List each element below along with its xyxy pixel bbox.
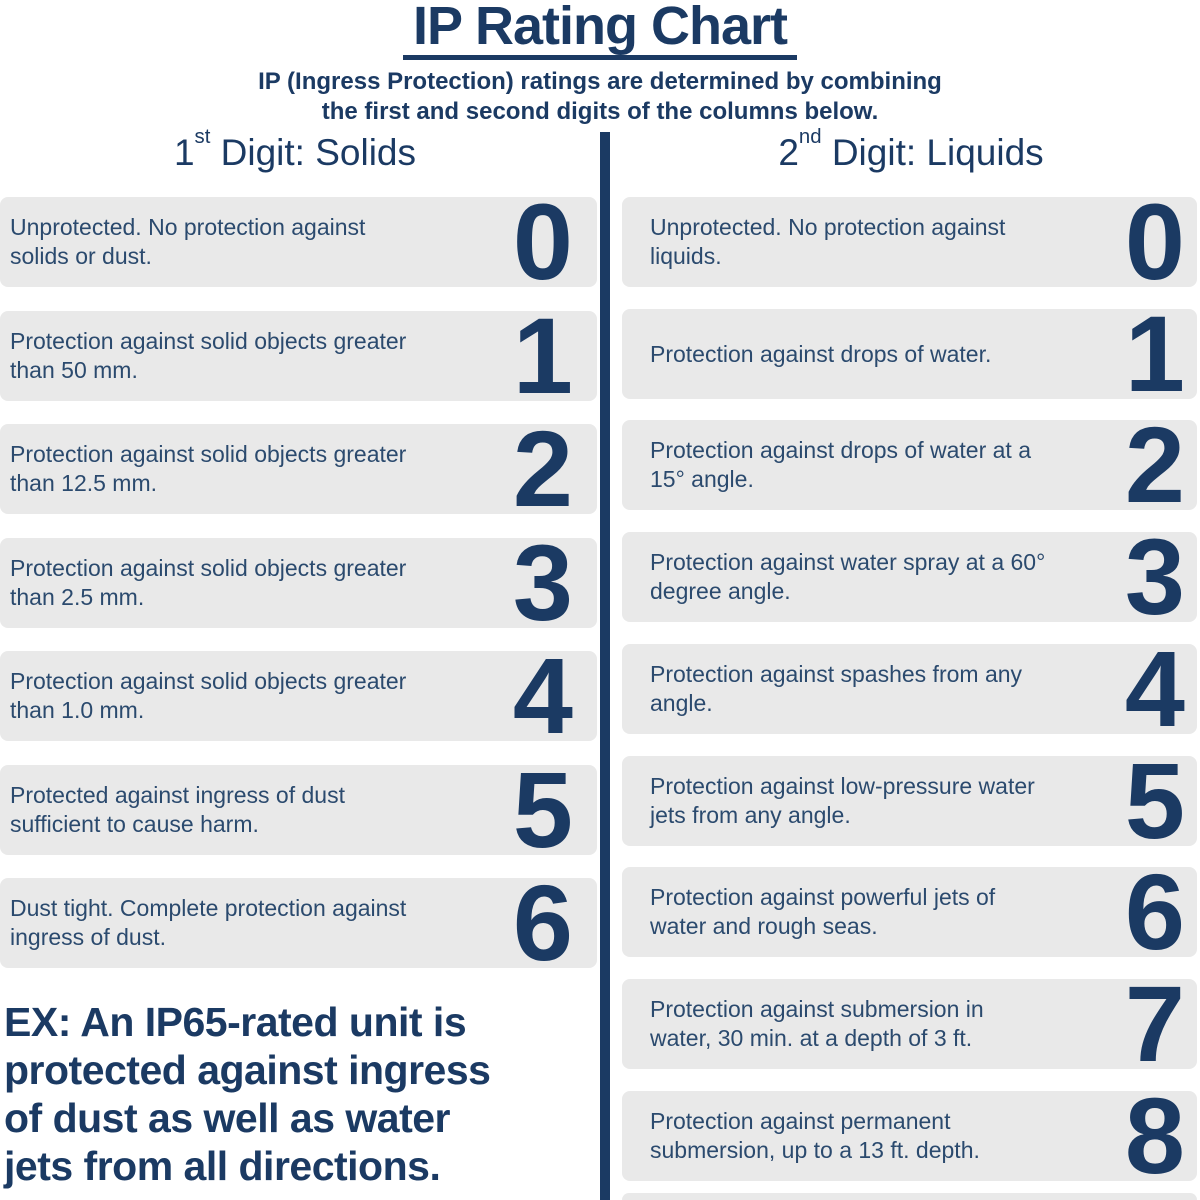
rating-row: Dust tight. Complete protection against … — [0, 862, 597, 983]
rating-description: Protection against low-pressure water je… — [650, 773, 1035, 828]
rating-description: Protection against permanent submersion,… — [650, 1108, 980, 1163]
page-title: IP Rating Chart — [402, 0, 798, 60]
rating-digit: 3 — [1124, 516, 1185, 637]
page-subtitle: IP (Ingress Protection) ratings are dete… — [0, 67, 1200, 127]
header-ordinal-suffix: nd — [798, 125, 822, 148]
rating-digit: 8 — [1124, 1075, 1185, 1196]
rating-description: Protection against powerful jets of wate… — [650, 884, 996, 939]
column-divider — [600, 132, 610, 1200]
rating-description: Unprotected. No protection against solid… — [10, 214, 366, 269]
rating-row: Protection against solid objects greater… — [0, 522, 597, 643]
rating-description: Protection against solid objects greater… — [10, 555, 407, 610]
rating-row: Protection against permanent submersion,… — [622, 1075, 1197, 1196]
column-header-liquids: 2nd Digit: Liquids — [622, 126, 1200, 175]
rating-digit: 1 — [512, 295, 573, 416]
rating-description: Protection against submersion in water, … — [650, 996, 984, 1051]
header-ordinal-suffix: st — [194, 125, 211, 148]
rating-row: Protection against solid objects greater… — [0, 408, 597, 529]
rating-digit: 7 — [1124, 963, 1185, 1084]
rating-description: Protection against water spray at a 60° … — [650, 549, 1046, 604]
subtitle-line-2: the first and second digits of the colum… — [321, 98, 879, 125]
rating-description: Unprotected. No protection against liqui… — [650, 214, 1006, 269]
rating-description: Protection against drops of water. — [650, 340, 992, 367]
bottom-partial-row — [622, 1193, 1197, 1200]
rating-row: Protection against submersion in water, … — [622, 963, 1197, 1084]
example-note: EX: An IP65-rated unit is protected agai… — [4, 999, 491, 1189]
rating-digit: 6 — [1124, 851, 1185, 972]
rating-digit: 3 — [512, 522, 573, 643]
header-digit-number: 2 — [778, 132, 799, 173]
rating-digit: 4 — [512, 635, 573, 756]
rating-digit: 0 — [512, 181, 573, 302]
rating-digit: 6 — [512, 862, 573, 983]
rating-digit: 2 — [512, 408, 573, 529]
rating-row: Protection against solid objects greater… — [0, 635, 597, 756]
rating-row: Protection against solid objects greater… — [0, 295, 597, 416]
rating-row: Protection against drops of water at a 1… — [622, 404, 1197, 525]
rating-description: Protection against solid objects greater… — [10, 328, 407, 383]
header-digit-number: 1 — [173, 132, 195, 173]
rating-row: Protection against powerful jets of wate… — [622, 851, 1197, 972]
rating-description: Protected against ingress of dust suffic… — [10, 782, 345, 837]
rating-row: Protection against drops of water. 1 — [622, 293, 1197, 414]
column-header-solids: 1st Digit: Solids — [0, 126, 590, 175]
rating-description: Protection against solid objects greater… — [10, 441, 407, 496]
rating-row: Protection against spashes from any angl… — [622, 628, 1197, 749]
rating-description: Protection against spashes from any angl… — [650, 661, 1023, 716]
page-header: IP Rating Chart IP (Ingress Protection) … — [0, 0, 1200, 127]
rating-description: Dust tight. Complete protection against … — [10, 895, 407, 950]
rating-digit: 0 — [1124, 181, 1185, 302]
rating-row: Unprotected. No protection against liqui… — [622, 181, 1197, 302]
rating-description: Protection against solid objects greater… — [10, 668, 407, 723]
header-label: Digit: Liquids — [821, 132, 1044, 173]
rating-digit: 1 — [1124, 293, 1185, 414]
rating-row: Unprotected. No protection against solid… — [0, 181, 597, 302]
header-label: Digit: Solids — [210, 132, 417, 173]
rating-digit: 4 — [1124, 628, 1185, 749]
rating-row: Protection against low-pressure water je… — [622, 740, 1197, 861]
subtitle-line-1: IP (Ingress Protection) ratings are dete… — [258, 68, 942, 95]
rating-row: Protected against ingress of dust suffic… — [0, 749, 597, 870]
rating-digit: 5 — [1124, 740, 1185, 861]
rating-row: Protection against water spray at a 60° … — [622, 516, 1197, 637]
rating-description: Protection against drops of water at a 1… — [650, 437, 1031, 492]
rating-digit: 2 — [1124, 404, 1185, 525]
rating-digit: 5 — [512, 749, 573, 870]
